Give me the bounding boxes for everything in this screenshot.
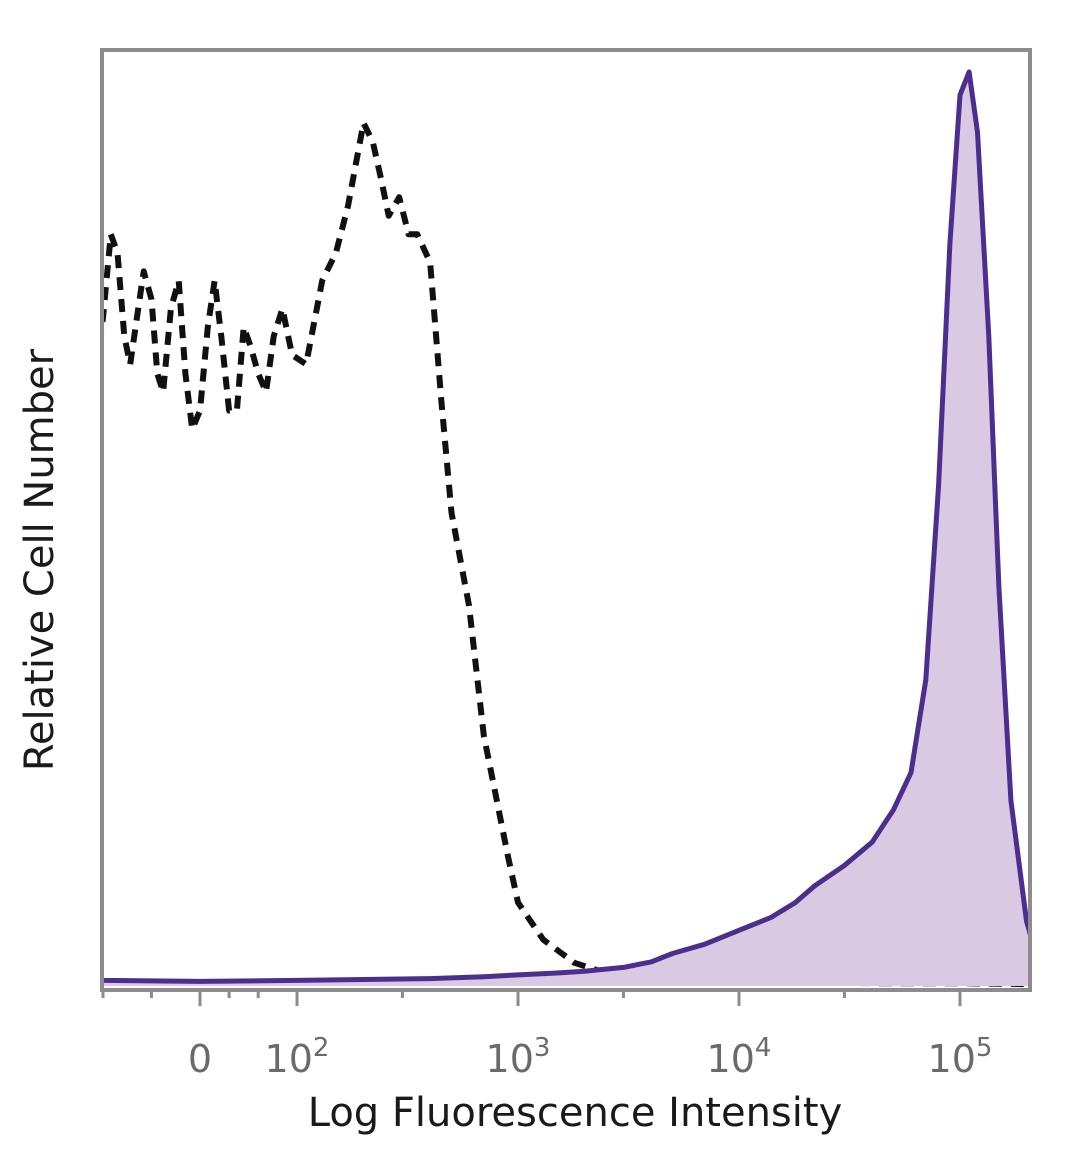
x-tick-label: 104 xyxy=(707,1033,772,1081)
x-axis-ticks xyxy=(101,988,962,1006)
x-tick-label: 103 xyxy=(486,1033,551,1081)
series-2-line xyxy=(102,69,1030,984)
x-tick-label: 0 xyxy=(188,1037,212,1081)
plot-frame xyxy=(100,48,1032,992)
x-tick-label: 102 xyxy=(265,1033,330,1081)
x-tick-label: 105 xyxy=(928,1033,993,1081)
series-2-fill xyxy=(102,71,1030,986)
plot-area xyxy=(102,69,1030,988)
y-axis-title: Relative Cell Number xyxy=(17,348,63,771)
x-axis-tick-labels: 0 102 103 104 105 xyxy=(188,1033,993,1081)
series-1-line xyxy=(102,120,1030,988)
x-axis-title: Log Fluorescence Intensity xyxy=(308,1090,843,1136)
